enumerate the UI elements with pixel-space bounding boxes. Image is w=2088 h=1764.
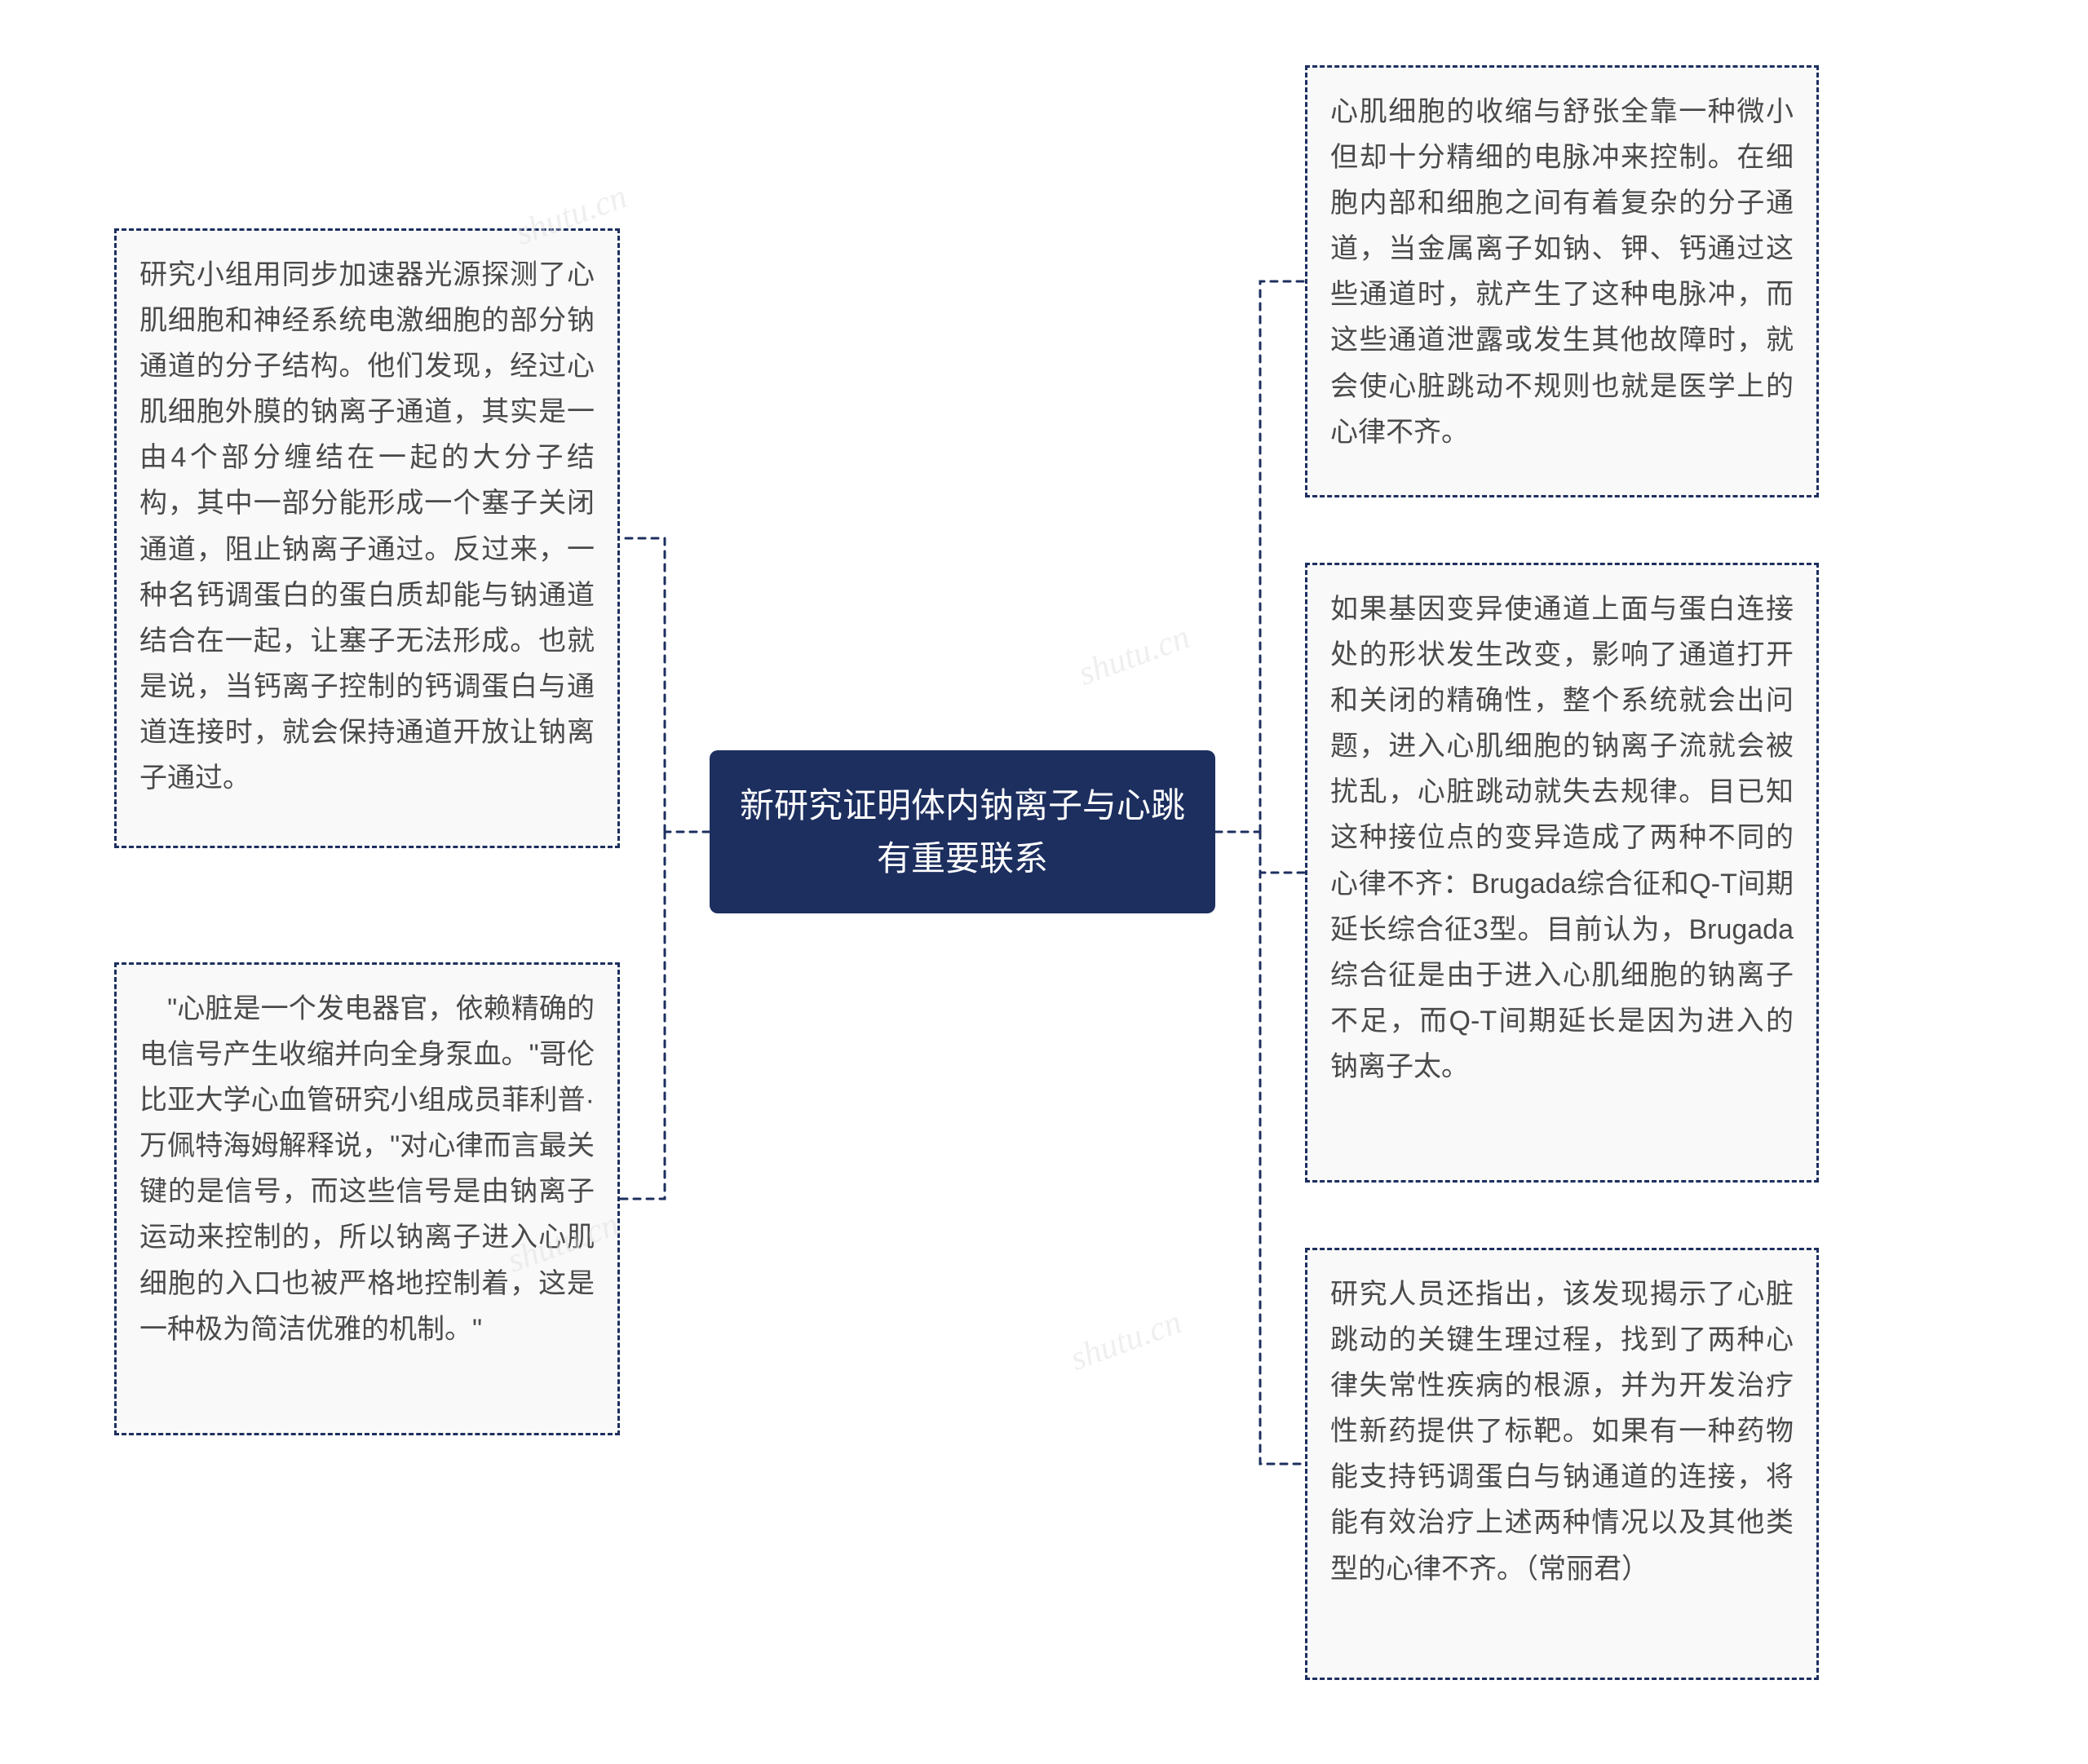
watermark: shutu.cn	[1065, 1302, 1187, 1378]
leaf-text: "心脏是一个发电器官，依赖精确的电信号产生收缩并向全身泵血。"哥伦比亚大学心血管…	[139, 993, 595, 1345]
leaf-text: 如果基因变异使通道上面与蛋白连接处的形状发生改变，影响了通道打开和关闭的精确性，…	[1330, 594, 1794, 1082]
mindmap-canvas: 新研究证明体内钠离子与心跳有重要联系 研究小组用同步加速器光源探测了心肌细胞和神…	[0, 0, 2088, 1764]
leaf-text: 研究小组用同步加速器光源探测了心肌细胞和神经系统电激细胞的部分钠通道的分子结构。…	[139, 259, 595, 794]
center-title: 新研究证明体内钠离子与心跳有重要联系	[739, 779, 1186, 885]
leaf-text: 研究人员还指出，该发现揭示了心脏跳动的关键生理过程，找到了两种心律失常性疾病的根…	[1330, 1279, 1794, 1585]
leaf-left-2: "心脏是一个发电器官，依赖精确的电信号产生收缩并向全身泵血。"哥伦比亚大学心血管…	[114, 962, 620, 1435]
center-topic: 新研究证明体内钠离子与心跳有重要联系	[710, 750, 1215, 913]
leaf-left-1: 研究小组用同步加速器光源探测了心肌细胞和神经系统电激细胞的部分钠通道的分子结构。…	[114, 228, 620, 848]
watermark: shutu.cn	[1073, 617, 1195, 693]
leaf-right-2: 如果基因变异使通道上面与蛋白连接处的形状发生改变，影响了通道打开和关闭的精确性，…	[1305, 563, 1819, 1183]
leaf-right-1: 心肌细胞的收缩与舒张全靠一种微小但却十分精细的电脉冲来控制。在细胞内部和细胞之间…	[1305, 65, 1819, 497]
leaf-right-3: 研究人员还指出，该发现揭示了心脏跳动的关键生理过程，找到了两种心律失常性疾病的根…	[1305, 1248, 1819, 1680]
leaf-text: 心肌细胞的收缩与舒张全靠一种微小但却十分精细的电脉冲来控制。在细胞内部和细胞之间…	[1330, 96, 1794, 448]
